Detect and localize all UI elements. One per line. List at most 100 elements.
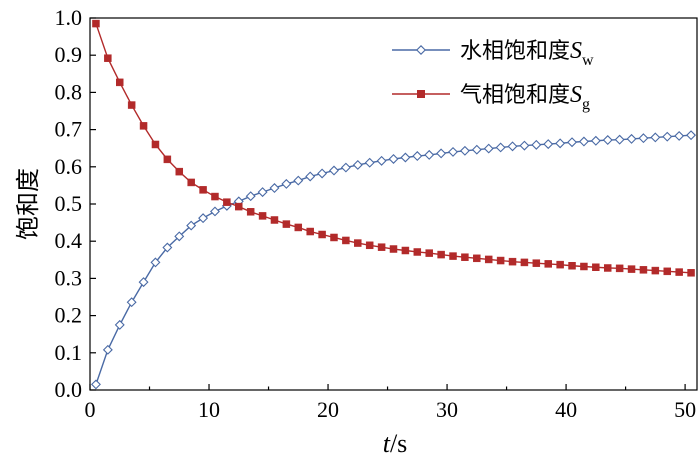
- data-point-g: [211, 192, 219, 201]
- data-point-w: [674, 130, 685, 141]
- data-point-g: [603, 264, 612, 272]
- data-point-g: [354, 239, 362, 247]
- data-point-w: [126, 297, 137, 308]
- y-tick-label: 0.9: [55, 42, 83, 67]
- plot-area: [90, 19, 697, 390]
- data-point-w: [209, 206, 220, 217]
- data-point-g: [365, 241, 374, 250]
- data-point-w: [543, 139, 554, 150]
- data-point-w: [436, 148, 447, 159]
- data-point-w: [269, 183, 280, 193]
- x-axis-label-var: t: [383, 429, 391, 458]
- x-tick-label: 10: [198, 397, 220, 422]
- data-point-w: [198, 213, 209, 224]
- x-tick-label: 20: [317, 397, 339, 422]
- data-point-g: [92, 19, 100, 28]
- data-point-g: [484, 255, 493, 264]
- data-point-w: [90, 379, 101, 390]
- data-point-g: [544, 260, 552, 268]
- data-point-g: [223, 198, 231, 206]
- data-point-w: [352, 159, 363, 170]
- data-point-g: [199, 186, 207, 194]
- data-point-w: [507, 141, 518, 152]
- data-point-w: [448, 146, 458, 157]
- data-point-w: [531, 139, 542, 150]
- data-point-w: [317, 168, 328, 179]
- data-point-w: [364, 157, 375, 168]
- data-point-w: [459, 145, 470, 156]
- y-tick-label: 0.4: [55, 228, 83, 253]
- data-point-g: [580, 262, 588, 271]
- data-point-w: [114, 319, 125, 330]
- y-tick-label: 0.1: [55, 340, 83, 365]
- data-point-g: [473, 254, 481, 263]
- x-axis-label-unit: /s: [390, 429, 407, 458]
- x-tick-label: 50: [674, 397, 696, 422]
- legend-name: 水相饱和度: [460, 39, 570, 64]
- data-point-w: [483, 143, 494, 154]
- data-point-w: [340, 162, 351, 173]
- data-point-w: [578, 136, 589, 147]
- data-point-g: [270, 216, 279, 224]
- legend-marker-w: [416, 45, 426, 55]
- data-point-g: [675, 268, 683, 276]
- data-point-w: [150, 257, 161, 268]
- data-point-w: [412, 151, 423, 161]
- data-point-w: [388, 154, 399, 164]
- data-point-w: [245, 191, 256, 202]
- data-point-w: [162, 242, 173, 253]
- data-point-g: [651, 266, 660, 275]
- legend-subscript: g: [582, 96, 590, 113]
- data-point-g: [401, 246, 410, 255]
- y-tick-label: 1.0: [55, 5, 83, 30]
- data-point-g: [151, 140, 160, 149]
- data-point-g: [318, 230, 326, 239]
- data-point-w: [602, 135, 613, 145]
- data-point-w: [662, 131, 673, 142]
- legend-marker-g: [417, 90, 425, 98]
- data-point-g: [139, 122, 148, 130]
- data-point-w: [567, 137, 578, 148]
- data-point-w: [626, 133, 637, 144]
- data-point-w: [471, 144, 482, 155]
- data-point-g: [294, 223, 303, 232]
- data-point-w: [174, 231, 185, 242]
- y-tick-label: 0.0: [55, 377, 83, 402]
- y-axis-label: 饱和度: [14, 168, 42, 240]
- data-point-w: [424, 149, 435, 160]
- data-point-w: [305, 171, 316, 182]
- data-point-g: [615, 264, 624, 273]
- data-point-g: [258, 212, 267, 220]
- data-point-g: [568, 262, 576, 270]
- data-point-g: [246, 208, 255, 216]
- data-point-w: [102, 344, 113, 355]
- x-tick-label: 0: [85, 397, 96, 422]
- y-tick-label: 0.6: [55, 154, 83, 179]
- legend-name: 气相饱和度: [460, 83, 570, 108]
- y-tick-label: 0.8: [55, 79, 83, 104]
- data-point-w: [590, 135, 601, 146]
- y-tick-label: 0.2: [55, 303, 83, 328]
- data-point-g: [496, 256, 505, 265]
- legend-symbol: S: [570, 82, 582, 108]
- data-point-g: [163, 155, 172, 164]
- data-point-w: [257, 187, 268, 198]
- legend: 水相饱和度Sw 气相饱和度Sg: [392, 38, 594, 113]
- data-point-g: [532, 259, 541, 267]
- data-point-w: [519, 140, 530, 151]
- data-point-w: [555, 138, 566, 149]
- data-point-g: [116, 78, 124, 87]
- x-tick-label: 40: [555, 397, 577, 422]
- data-point-g: [187, 178, 195, 187]
- y-tick-label: 0.3: [55, 265, 83, 290]
- data-point-g: [556, 260, 564, 269]
- data-point-g: [235, 202, 243, 211]
- data-point-g: [592, 263, 600, 271]
- data-point-w: [400, 152, 411, 163]
- legend-symbol: S: [570, 38, 582, 64]
- data-point-w: [138, 277, 149, 288]
- series-line-w: [95, 134, 692, 385]
- x-tick-label: 30: [436, 397, 458, 422]
- data-point-g: [413, 248, 422, 256]
